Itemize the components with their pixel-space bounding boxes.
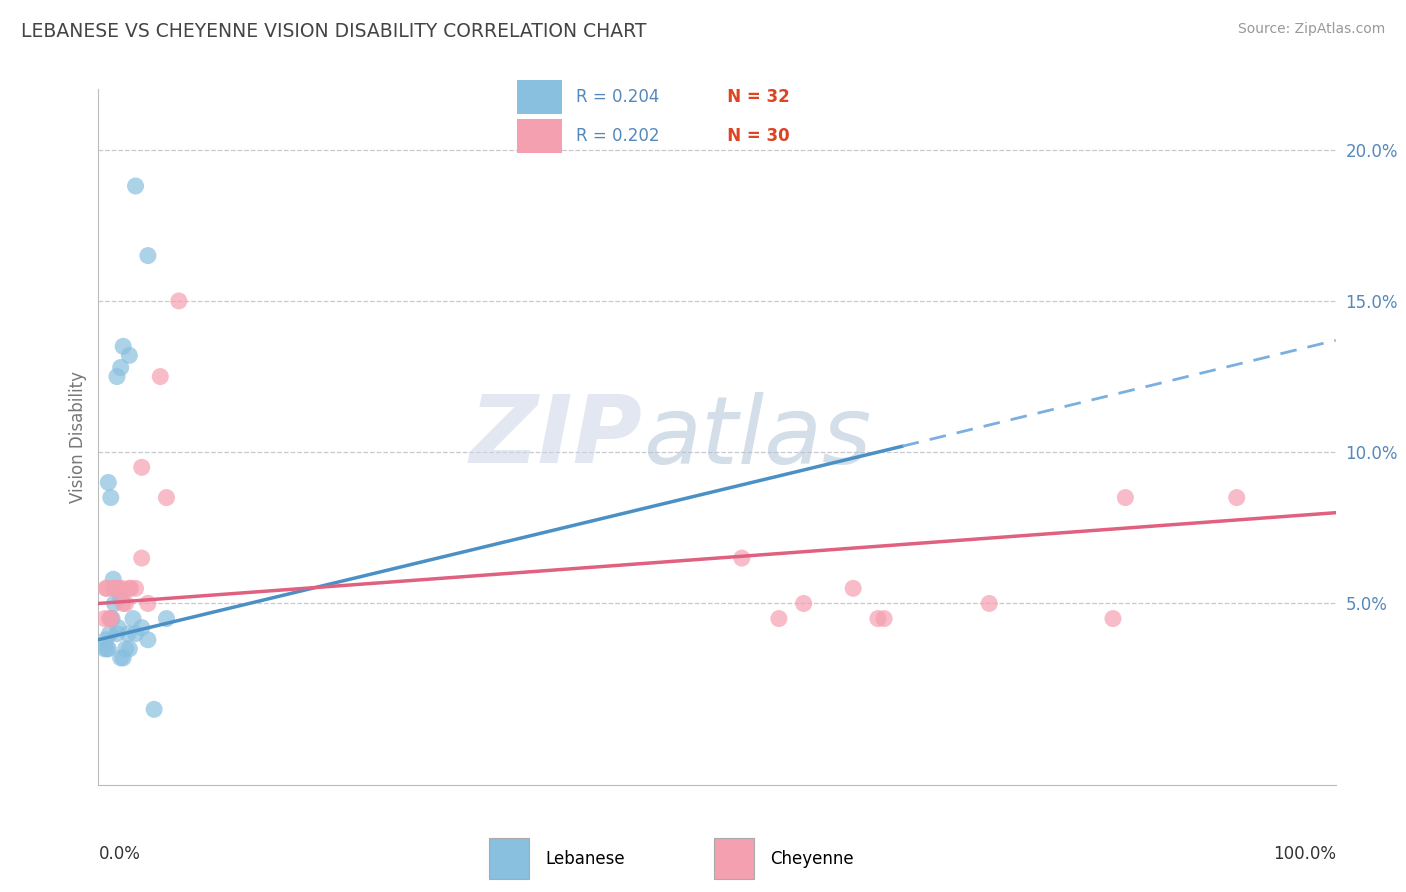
Text: atlas: atlas bbox=[643, 392, 872, 483]
Point bbox=[96, 582, 118, 596]
Bar bbox=[517, 80, 562, 114]
Point bbox=[120, 582, 142, 596]
Point bbox=[103, 582, 125, 596]
Point bbox=[136, 249, 159, 263]
Point bbox=[110, 651, 132, 665]
Point bbox=[1226, 491, 1249, 505]
Point bbox=[97, 641, 120, 656]
Point bbox=[122, 611, 145, 625]
Point bbox=[143, 702, 166, 716]
Point bbox=[124, 582, 146, 596]
Text: LEBANESE VS CHEYENNE VISION DISABILITY CORRELATION CHART: LEBANESE VS CHEYENNE VISION DISABILITY C… bbox=[21, 22, 647, 41]
Point bbox=[104, 582, 127, 596]
Point bbox=[131, 551, 153, 566]
Text: R = 0.204: R = 0.204 bbox=[576, 88, 659, 106]
Point bbox=[842, 582, 865, 596]
Text: 0.0%: 0.0% bbox=[98, 846, 141, 863]
Text: N = 32: N = 32 bbox=[710, 88, 790, 106]
Point bbox=[94, 582, 117, 596]
Point bbox=[101, 611, 124, 625]
Point bbox=[112, 597, 135, 611]
Point bbox=[155, 611, 177, 625]
Point bbox=[866, 611, 889, 625]
Point bbox=[112, 339, 135, 353]
Point bbox=[97, 475, 120, 490]
Point bbox=[110, 360, 132, 375]
Point bbox=[110, 591, 132, 605]
Point bbox=[155, 491, 177, 505]
Text: N = 30: N = 30 bbox=[710, 127, 790, 145]
Point bbox=[100, 611, 122, 625]
Text: Source: ZipAtlas.com: Source: ZipAtlas.com bbox=[1237, 22, 1385, 37]
Point bbox=[103, 597, 125, 611]
Point bbox=[98, 626, 121, 640]
Point bbox=[131, 621, 153, 635]
Bar bbox=[517, 119, 562, 153]
Point bbox=[124, 179, 146, 194]
Point bbox=[100, 491, 122, 505]
Point bbox=[114, 597, 136, 611]
Y-axis label: Vision Disability: Vision Disability bbox=[69, 371, 87, 503]
Point bbox=[117, 626, 139, 640]
Point bbox=[93, 611, 115, 625]
Point bbox=[107, 582, 129, 596]
Text: Lebanese: Lebanese bbox=[546, 849, 626, 868]
Point bbox=[105, 582, 128, 596]
Bar bbox=[714, 838, 754, 879]
Point bbox=[793, 597, 815, 611]
Point bbox=[107, 621, 129, 635]
Point bbox=[167, 293, 190, 308]
Point bbox=[1114, 491, 1136, 505]
Text: Cheyenne: Cheyenne bbox=[770, 849, 853, 868]
Point bbox=[136, 597, 159, 611]
Point bbox=[103, 572, 125, 586]
Point bbox=[111, 582, 134, 596]
Text: R = 0.202: R = 0.202 bbox=[576, 127, 659, 145]
Point bbox=[768, 611, 790, 625]
Point bbox=[731, 551, 754, 566]
Point bbox=[124, 626, 146, 640]
Text: ZIP: ZIP bbox=[470, 391, 643, 483]
Point bbox=[114, 641, 136, 656]
Point bbox=[98, 611, 121, 625]
Text: 100.0%: 100.0% bbox=[1272, 846, 1336, 863]
Point bbox=[118, 348, 141, 362]
Point bbox=[118, 582, 141, 596]
Point bbox=[979, 597, 1001, 611]
Point bbox=[131, 460, 153, 475]
Point bbox=[100, 611, 122, 625]
Point bbox=[1102, 611, 1125, 625]
Point bbox=[96, 641, 118, 656]
Point bbox=[105, 369, 128, 384]
Point bbox=[112, 651, 135, 665]
Point bbox=[118, 641, 141, 656]
Point bbox=[873, 611, 896, 625]
Point bbox=[93, 641, 115, 656]
Point bbox=[149, 369, 172, 384]
Bar bbox=[489, 838, 529, 879]
Point bbox=[105, 626, 128, 640]
Point bbox=[136, 632, 159, 647]
Point bbox=[94, 632, 117, 647]
